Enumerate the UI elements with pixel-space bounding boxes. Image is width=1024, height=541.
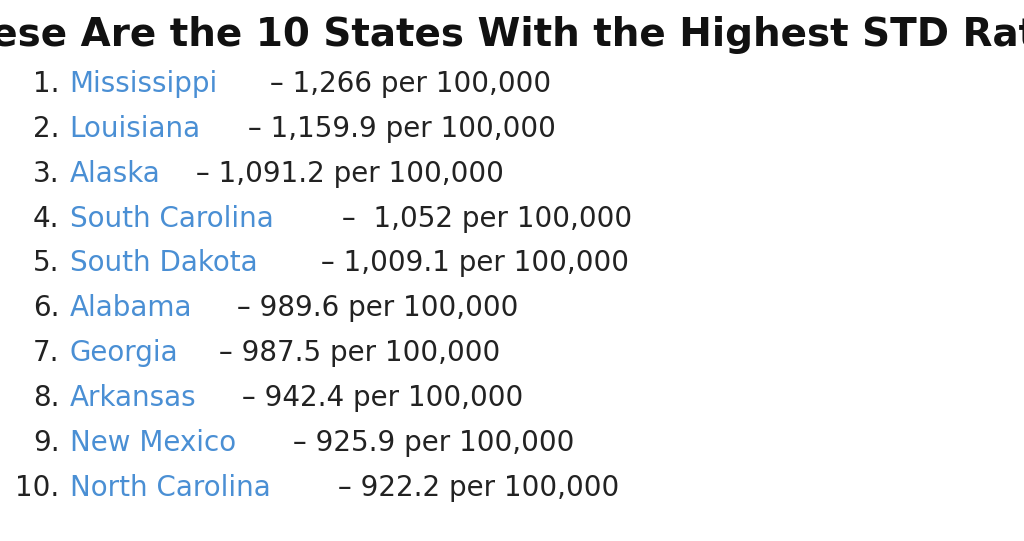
Text: – 1,266 per 100,000: – 1,266 per 100,000	[261, 70, 551, 98]
Text: Louisiana: Louisiana	[70, 115, 201, 143]
Text: North Carolina: North Carolina	[70, 474, 270, 502]
Text: These Are the 10 States With the Highest STD Rates: These Are the 10 States With the Highest…	[0, 16, 1024, 54]
Text: 2.: 2.	[33, 115, 59, 143]
Text: – 987.5 per 100,000: – 987.5 per 100,000	[210, 339, 500, 367]
Text: Mississippi: Mississippi	[70, 70, 218, 98]
Text: New Mexico: New Mexico	[70, 429, 236, 457]
Text: – 925.9 per 100,000: – 925.9 per 100,000	[284, 429, 574, 457]
Text: South Dakota: South Dakota	[70, 249, 257, 278]
Text: 8.: 8.	[33, 384, 59, 412]
Text: South Carolina: South Carolina	[70, 204, 273, 233]
Text: – 1,009.1 per 100,000: – 1,009.1 per 100,000	[311, 249, 629, 278]
Text: 6.: 6.	[33, 294, 59, 322]
Text: 5.: 5.	[33, 249, 59, 278]
Text: 10.: 10.	[15, 474, 59, 502]
Text: Alaska: Alaska	[70, 160, 161, 188]
Text: 3.: 3.	[33, 160, 59, 188]
Text: Alabama: Alabama	[70, 294, 193, 322]
Text: 4.: 4.	[33, 204, 59, 233]
Text: Georgia: Georgia	[70, 339, 178, 367]
Text: – 1,091.2 per 100,000: – 1,091.2 per 100,000	[186, 160, 504, 188]
Text: – 942.4 per 100,000: – 942.4 per 100,000	[233, 384, 523, 412]
Text: – 1,159.9 per 100,000: – 1,159.9 per 100,000	[239, 115, 556, 143]
Text: – 989.6 per 100,000: – 989.6 per 100,000	[227, 294, 518, 322]
Text: –  1,052 per 100,000: – 1,052 per 100,000	[333, 204, 632, 233]
Text: 1.: 1.	[33, 70, 59, 98]
Text: 7.: 7.	[33, 339, 59, 367]
Text: Arkansas: Arkansas	[70, 384, 197, 412]
Text: – 922.2 per 100,000: – 922.2 per 100,000	[329, 474, 618, 502]
Text: 9.: 9.	[33, 429, 59, 457]
